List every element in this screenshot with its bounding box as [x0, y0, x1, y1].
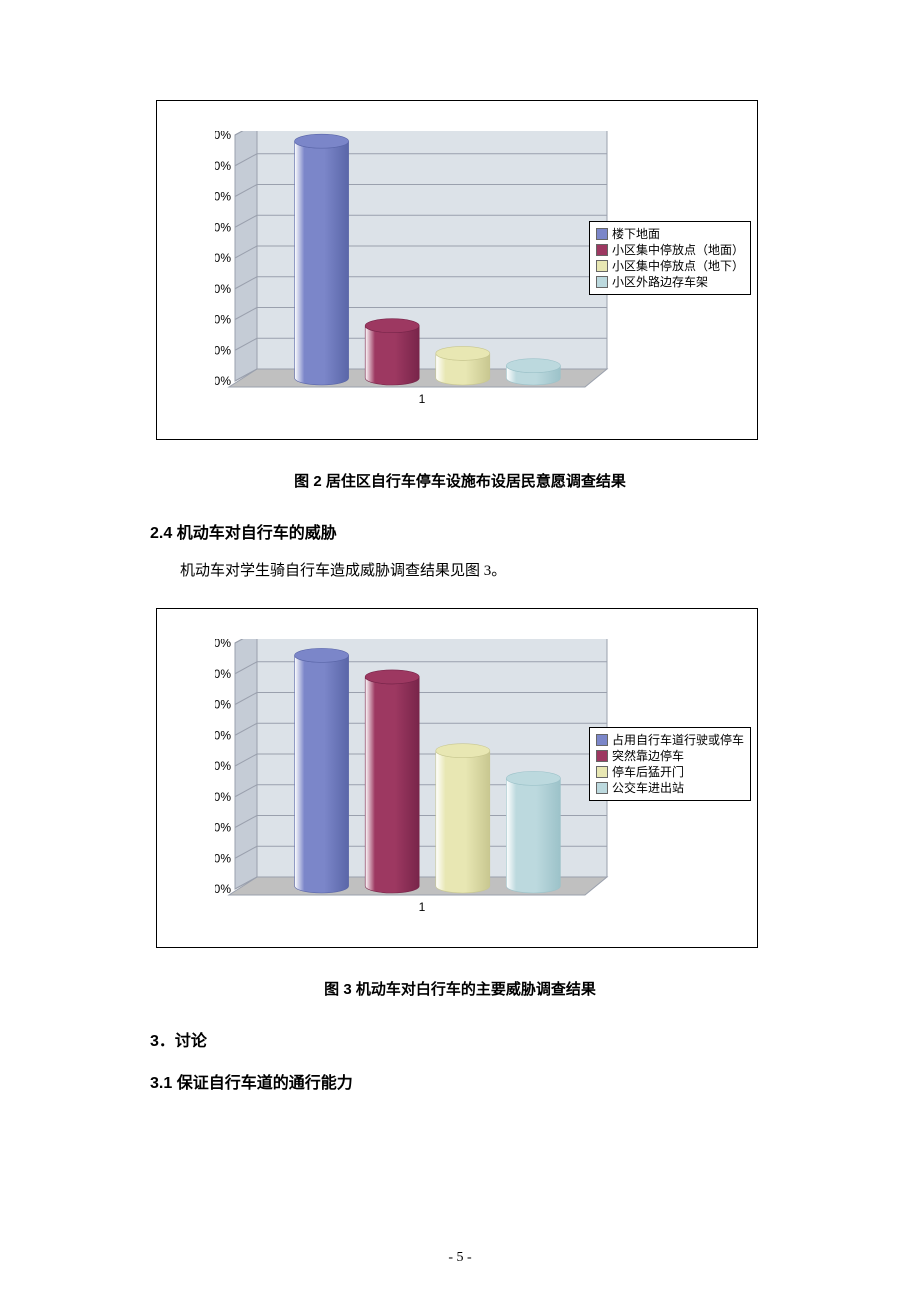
svg-text:40%: 40%	[215, 251, 231, 265]
svg-text:20%: 20%	[215, 820, 231, 834]
legend-item: 占用自行车道行驶或停车	[596, 732, 744, 748]
legend-label: 小区集中停放点（地下）	[612, 258, 744, 274]
legend-label: 停车后猛开门	[612, 764, 684, 780]
figure-2-caption: 图 2 居住区自行车停车设施布设居民意愿调查结果	[150, 470, 770, 491]
legend-label: 小区集中停放点（地面）	[612, 242, 744, 258]
svg-text:50%: 50%	[215, 728, 231, 742]
legend-label: 突然靠边停车	[612, 748, 684, 764]
svg-text:0%: 0%	[215, 374, 231, 388]
chart-2-legend: 楼下地面小区集中停放点（地面）小区集中停放点（地下）小区外路边存车架	[589, 221, 751, 295]
paragraph-2-4: 机动车对学生骑自行车造成威胁调查结果见图 3。	[150, 557, 770, 586]
legend-swatch	[596, 766, 608, 778]
svg-text:40%: 40%	[215, 759, 231, 773]
svg-text:30%: 30%	[215, 789, 231, 803]
legend-item: 小区外路边存车架	[596, 274, 744, 290]
legend-swatch	[596, 260, 608, 272]
svg-text:70%: 70%	[215, 159, 231, 173]
legend-item: 公交车进出站	[596, 780, 744, 796]
legend-swatch	[596, 782, 608, 794]
svg-text:1: 1	[419, 392, 426, 406]
chart-3-plot: 0% 10% 20% 30% 40% 50% 60% 70% 80% 1	[215, 639, 625, 919]
svg-text:20%: 20%	[215, 313, 231, 327]
legend-label: 公交车进出站	[612, 780, 684, 796]
figure-3-caption: 图 3 机动车对白行车的主要威胁调查结果	[150, 978, 770, 999]
svg-text:10%: 10%	[215, 343, 231, 357]
svg-text:60%: 60%	[215, 697, 231, 711]
legend-item: 突然靠边停车	[596, 748, 744, 764]
legend-label: 占用自行车道行驶或停车	[612, 732, 744, 748]
legend-swatch	[596, 734, 608, 746]
chart-2-plot: 0% 10% 20% 30% 40% 50% 60% 70% 80% 1	[215, 131, 625, 411]
legend-label: 小区外路边存车架	[612, 274, 708, 290]
legend-swatch	[596, 276, 608, 288]
heading-3: 3．讨论	[150, 1027, 770, 1051]
legend-item: 小区集中停放点（地下）	[596, 258, 744, 274]
svg-text:80%: 80%	[215, 131, 231, 142]
svg-text:10%: 10%	[215, 851, 231, 865]
svg-text:80%: 80%	[215, 639, 231, 650]
legend-item: 小区集中停放点（地面）	[596, 242, 744, 258]
legend-swatch	[596, 750, 608, 762]
heading-2-4: 2.4 机动车对自行车的威胁	[150, 519, 770, 543]
svg-text:30%: 30%	[215, 282, 231, 296]
legend-swatch	[596, 244, 608, 256]
svg-text:1: 1	[419, 900, 426, 914]
chart-2: 0%10%20%30%40%50%60%70%80%1 楼下地面小区集中停放点（…	[156, 100, 758, 440]
svg-text:0%: 0%	[215, 882, 231, 896]
legend-swatch	[596, 228, 608, 240]
legend-label: 楼下地面	[612, 226, 660, 242]
legend-item: 楼下地面	[596, 226, 744, 242]
heading-3-1: 3.1 保证自行车道的通行能力	[150, 1069, 770, 1093]
svg-text:50%: 50%	[215, 220, 231, 234]
page-number: - 5 -	[0, 1250, 920, 1266]
svg-text:60%: 60%	[215, 190, 231, 204]
chart-3: 0% 10% 20% 30% 40% 50% 60% 70% 80% 1 占用自行车道行驶或停车突…	[156, 608, 758, 948]
chart-3-legend: 占用自行车道行驶或停车突然靠边停车停车后猛开门公交车进出站	[589, 727, 751, 801]
svg-text:70%: 70%	[215, 666, 231, 680]
legend-item: 停车后猛开门	[596, 764, 744, 780]
